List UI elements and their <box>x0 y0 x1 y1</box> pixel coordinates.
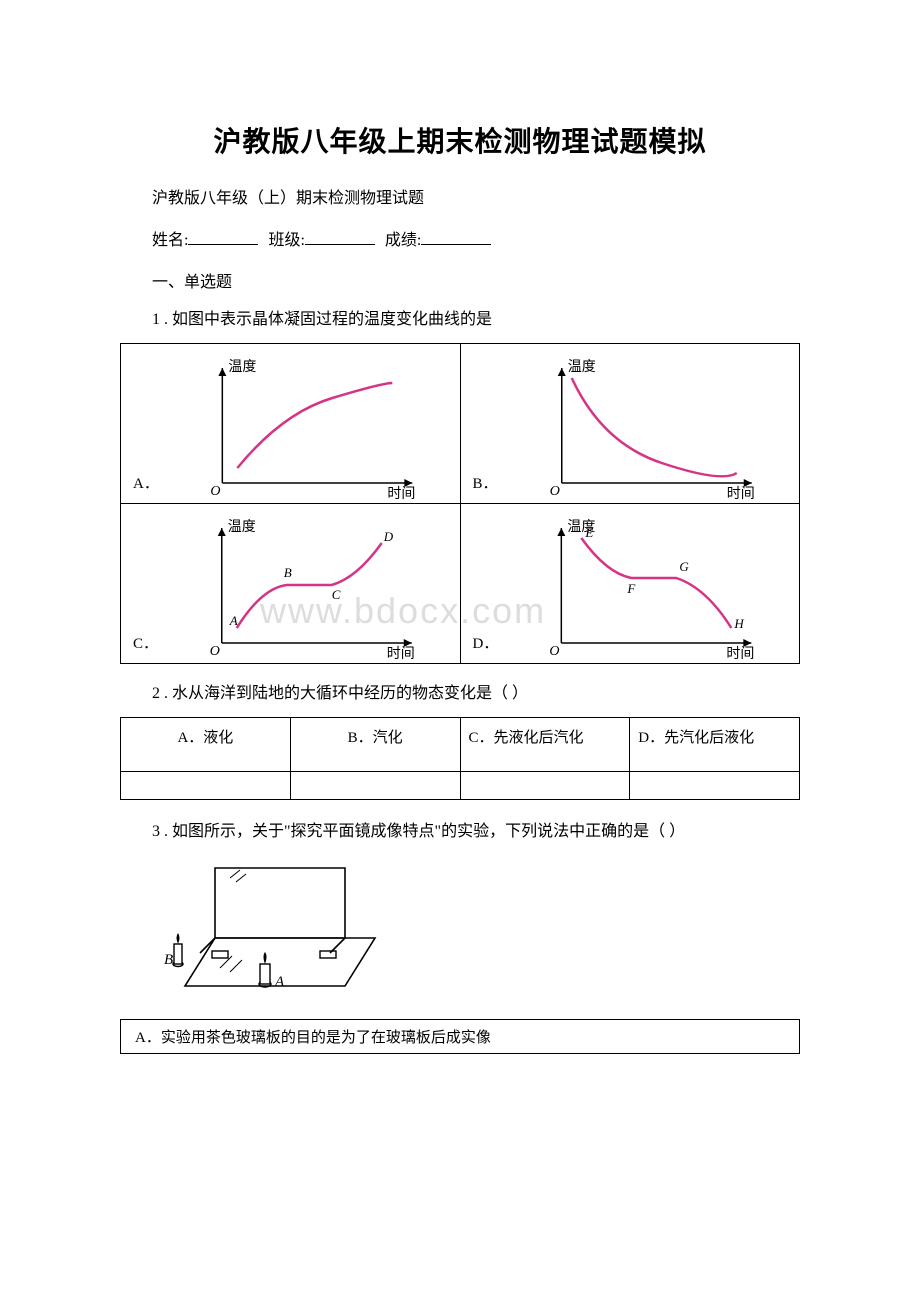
q3-figure: A B <box>160 856 800 1011</box>
svg-text:A: A <box>274 974 285 990</box>
svg-text:O: O <box>210 484 220 499</box>
svg-text:时间: 时间 <box>387 486 415 502</box>
q1-label-c: C． <box>121 632 164 663</box>
svg-text:B: B <box>164 952 173 968</box>
svg-text:G: G <box>680 559 690 574</box>
svg-text:时间: 时间 <box>387 646 415 662</box>
q1-label-d: D． <box>461 632 505 663</box>
svg-text:A: A <box>229 613 238 628</box>
q2-empty-b <box>290 772 460 800</box>
class-label: 班级: <box>268 232 304 249</box>
q1-chart-a: 温度 时间 O <box>165 353 460 503</box>
q3-opt-a: A．实验用茶色玻璃板的目的是为了在玻璃板后成实像 <box>121 1019 800 1053</box>
q2-opt-c: C．先液化后汽化 <box>460 718 630 772</box>
section-heading: 一、单选题 <box>120 268 800 292</box>
q1-chart-c: 温度 时间 O A B C D <box>164 513 459 663</box>
svg-text:时间: 时间 <box>727 646 755 662</box>
svg-text:温度: 温度 <box>567 359 595 375</box>
subtitle: 沪教版八年级（上）期末检测物理试题 <box>120 184 800 208</box>
svg-text:O: O <box>550 644 560 659</box>
svg-text:温度: 温度 <box>228 359 256 375</box>
q2-options-table: A．液化 B．汽化 C．先液化后汽化 D．先汽化后液化 <box>120 717 800 800</box>
q2-empty-a <box>121 772 291 800</box>
svg-text:H: H <box>734 616 745 631</box>
score-label: 成绩: <box>385 232 421 249</box>
q3-option-box: A．实验用茶色玻璃板的目的是为了在玻璃板后成实像 <box>120 1019 800 1054</box>
svg-text:时间: 时间 <box>726 486 754 502</box>
q1-chart-d: 温度 时间 O E F G H <box>504 513 799 663</box>
svg-text:O: O <box>549 484 559 499</box>
form-line: 姓名: 班级: 成绩: <box>120 226 800 250</box>
class-blank <box>305 227 375 245</box>
svg-text:O: O <box>210 644 220 659</box>
q3-text: 3 . 如图所示，关于"探究平面镜成像特点"的实验，下列说法中正确的是（ ） <box>120 818 800 845</box>
svg-text:E: E <box>585 525 594 540</box>
q2-opt-a: A．液化 <box>121 718 291 772</box>
name-blank <box>188 227 258 245</box>
svg-text:B: B <box>284 565 292 580</box>
svg-text:D: D <box>383 529 394 544</box>
q2-empty-d <box>630 772 800 800</box>
svg-text:F: F <box>627 581 637 596</box>
q1-chart-b: 温度 时间 O <box>504 353 799 503</box>
score-blank <box>421 227 491 245</box>
q2-opt-d: D．先汽化后液化 <box>630 718 800 772</box>
q2-empty-c <box>460 772 630 800</box>
q1-label-a: A． <box>121 472 165 503</box>
q2-text: 2 . 水从海洋到陆地的大循环中经历的物态变化是（ ） <box>120 680 800 707</box>
q2-opt-b: B．汽化 <box>290 718 460 772</box>
page-title: 沪教版八年级上期末检测物理试题模拟 <box>120 120 800 160</box>
q1-chart-grid: A． 温度 时间 O B． 温度 时间 O <box>120 343 800 664</box>
svg-text:温度: 温度 <box>228 519 256 535</box>
name-label: 姓名: <box>152 232 188 249</box>
q1-label-b: B． <box>461 472 504 503</box>
svg-text:C: C <box>332 587 341 602</box>
q1-text: 1 . 如图中表示晶体凝固过程的温度变化曲线的是 <box>120 306 800 333</box>
